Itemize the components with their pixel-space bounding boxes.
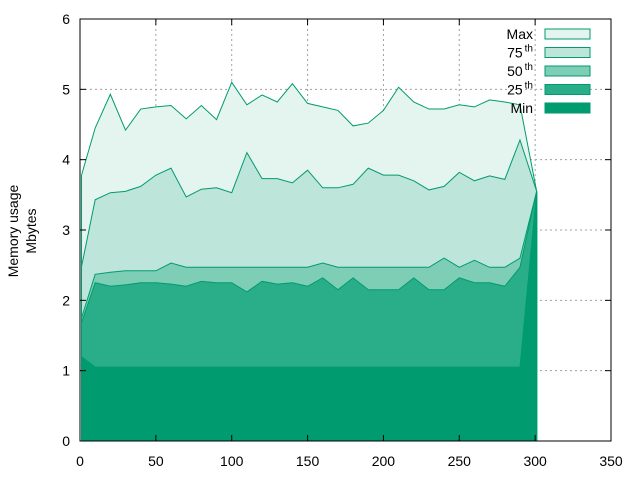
y-tick-label: 6 <box>62 11 70 27</box>
legend-swatch <box>544 84 591 95</box>
legend-swatch <box>544 47 591 58</box>
y-axis-title-line-2: Mbytes <box>23 208 39 253</box>
series-area-min <box>81 191 538 442</box>
x-tick-label: 350 <box>599 453 623 469</box>
legend-label-text: Max <box>507 26 533 42</box>
x-tick-label: 300 <box>523 453 547 469</box>
y-axis-title: Memory usage Mbytes <box>5 184 39 277</box>
y-tick-label: 0 <box>62 433 70 449</box>
legend-swatch <box>544 28 591 40</box>
legend-label-text: 25 <box>507 82 523 98</box>
y-tick-label: 1 <box>62 363 70 379</box>
legend-item-min: Min <box>510 100 591 116</box>
y-tick-label: 5 <box>62 81 70 97</box>
x-tick-label: 100 <box>220 453 244 469</box>
legend-swatch <box>544 102 591 114</box>
legend-label-text: Min <box>510 100 533 116</box>
legend-label: Max <box>507 26 533 42</box>
legend-label-text: 75 <box>507 45 523 61</box>
y-tick-label: 4 <box>62 152 70 168</box>
x-tick-label: 200 <box>372 453 396 469</box>
legend-item-max: Max <box>507 26 591 42</box>
legend-swatch <box>544 65 591 77</box>
legend-label-superscript: th <box>525 62 533 73</box>
x-tick-label: 50 <box>148 453 164 469</box>
legend-label-superscript: th <box>525 81 533 92</box>
legend-label: Min <box>510 100 533 116</box>
axis-ticks: 0 50 100 150 200 250 300 350 0 1 2 3 4 5 6 <box>62 11 623 469</box>
x-tick-label: 150 <box>296 453 320 469</box>
legend-label-text: 50 <box>507 63 523 79</box>
series-areas <box>81 81 538 442</box>
y-axis-title-line-1: Memory usage <box>5 184 21 277</box>
x-tick-label: 0 <box>76 453 84 469</box>
legend-label-superscript: th <box>525 44 533 55</box>
y-tick-label: 3 <box>62 222 70 238</box>
x-tick-label: 250 <box>448 453 472 469</box>
y-tick-label: 2 <box>62 292 70 308</box>
